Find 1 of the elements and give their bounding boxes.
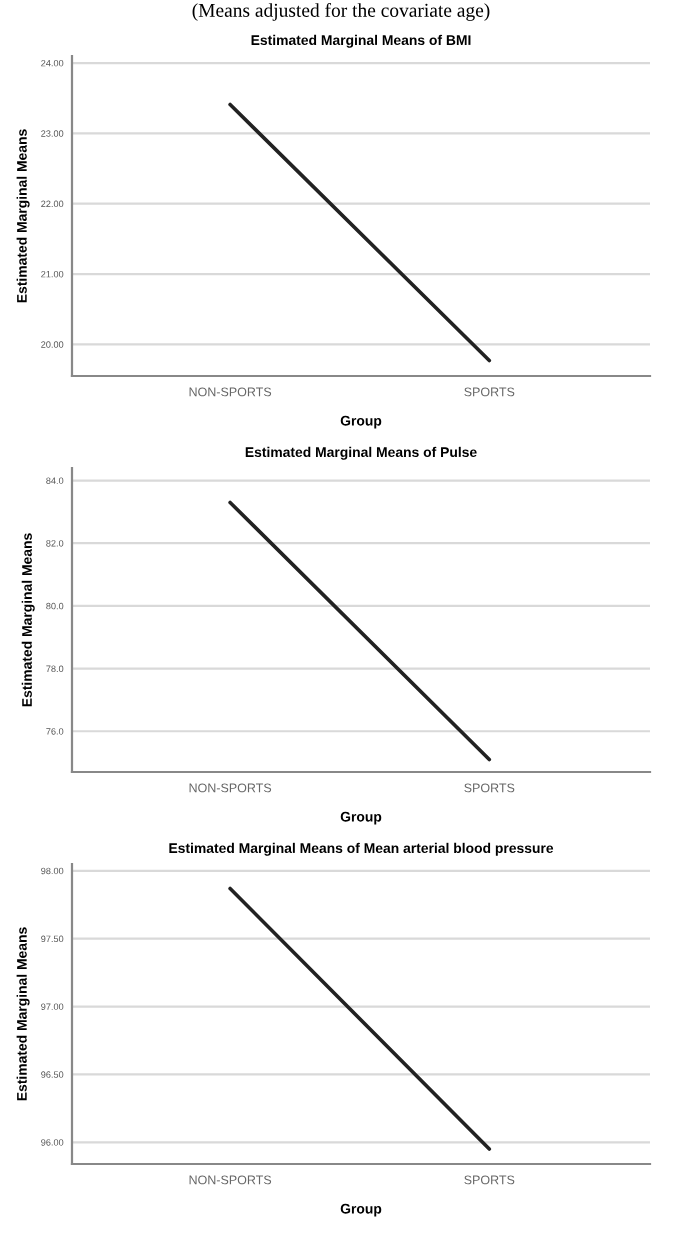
chart-subtitle: (Means adjusted for the covariate age) [192,3,490,21]
